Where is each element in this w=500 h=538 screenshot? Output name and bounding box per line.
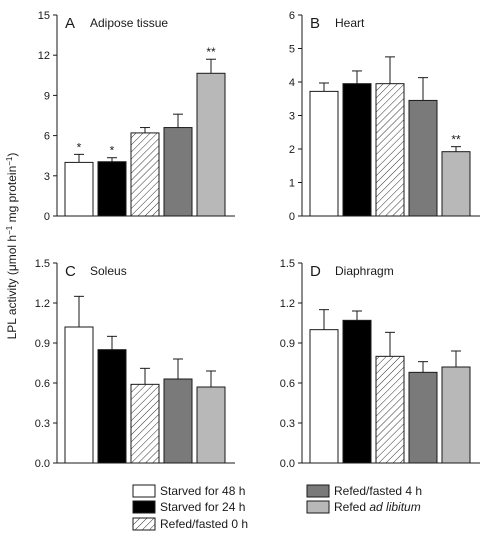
bar: [309, 90, 339, 217]
y-tick-label: 1.2: [280, 298, 295, 310]
significance-marker: *: [77, 140, 82, 154]
significance-marker: *: [110, 144, 115, 158]
legend-label: Starved for 24 h: [160, 500, 245, 514]
significance-marker: **: [451, 133, 461, 147]
panel-title: Soleus: [90, 264, 127, 278]
panel-c: 0.0 0.3 0.6 0.9 1.2 1.5 C Soleus: [35, 258, 235, 470]
legend-swatch: [306, 484, 330, 498]
panel-d: 0.0 0.3 0.6 0.9 1.2 1.5 D Diaphragm: [280, 258, 480, 470]
bar: [342, 83, 372, 217]
panel-title: Adipose tissue: [90, 16, 168, 30]
y-axis-label-sup2: −1: [5, 156, 14, 166]
bar: [64, 161, 94, 217]
y-tick-label: 3: [44, 171, 50, 183]
panel-title: Heart: [335, 16, 365, 30]
legend-swatch: [306, 500, 330, 514]
legend-swatch: [132, 517, 156, 531]
y-tick-label: 3: [289, 111, 295, 123]
y-tick-label: 1.2: [35, 298, 50, 310]
y-tick-label: 0: [289, 211, 295, 223]
legend-label: Starved for 48 h: [160, 484, 245, 498]
bar: [375, 83, 405, 217]
y-tick-label: 6: [289, 10, 295, 22]
y-tick-label: 15: [38, 10, 50, 22]
bar: [441, 366, 471, 464]
y-tick-label: 1.5: [35, 258, 50, 270]
bar: [130, 383, 160, 464]
y-axis-label-suffix: ): [5, 153, 19, 157]
bar: [196, 72, 226, 217]
bar: [64, 326, 94, 464]
bar: [163, 127, 193, 217]
y-tick-label: 12: [38, 50, 50, 62]
bar: [97, 349, 127, 464]
y-tick-label: 9: [44, 90, 50, 102]
y-tick-label: 0.3: [280, 418, 295, 430]
panel-letter: D: [310, 263, 321, 280]
bar: [408, 371, 438, 464]
bar: [196, 386, 226, 464]
y-tick-label: 0.3: [35, 418, 50, 430]
bar: [97, 161, 127, 217]
legend-item: Refed/fasted 0 h: [132, 517, 248, 531]
y-axis-label-prefix: LPL activity (μmol h: [5, 235, 19, 340]
bar: [441, 151, 471, 217]
y-tick-label: 6: [44, 131, 50, 143]
y-tick-label: 0.6: [280, 378, 295, 390]
panel-letter: C: [65, 263, 76, 280]
legend-item: Refed ad libitum: [306, 500, 421, 514]
bar: [342, 319, 372, 464]
bar: [130, 132, 160, 217]
y-tick-label: 0.9: [35, 338, 50, 350]
legend-item: Refed/fasted 4 h: [306, 484, 422, 498]
y-tick-label: 0.0: [280, 458, 295, 470]
y-tick-label: 0.9: [280, 338, 295, 350]
panel-b: 0 1 2 3 4 5 6 B Heart **: [289, 10, 480, 223]
legend-label: Refed ad libitum: [334, 500, 421, 514]
legend-label: Refed/fasted 4 h: [334, 484, 422, 498]
y-axis-label: LPL activity (μmol h−1 mg protein−1): [5, 153, 20, 340]
legend-swatch: [132, 484, 156, 498]
y-axis-label-sup1: −1: [5, 225, 14, 235]
legend-swatch: [132, 500, 156, 514]
bar: [163, 378, 193, 464]
legend-item: Starved for 24 h: [132, 500, 245, 514]
y-axis-label-middle: mg protein: [5, 166, 19, 226]
y-tick-label: 1.5: [280, 258, 295, 270]
y-tick-label: 5: [289, 44, 295, 56]
bar: [309, 329, 339, 464]
significance-marker: **: [206, 45, 216, 59]
y-tick-label: 1: [289, 178, 295, 190]
y-tick-label: 2: [289, 144, 295, 156]
panel-title: Diaphragm: [335, 264, 394, 278]
y-tick-label: 4: [289, 77, 295, 89]
legend-item: Starved for 48 h: [132, 484, 245, 498]
legend: Starved for 48 h Starved for 24 h Refed/fa…: [132, 484, 422, 531]
y-tick-label: 0.0: [35, 458, 50, 470]
panel-letter: A: [65, 15, 75, 32]
panel-letter: B: [310, 15, 320, 32]
y-tick-label: 0.6: [35, 378, 50, 390]
y-tick-label: 0: [44, 211, 50, 223]
bar: [375, 355, 405, 464]
legend-label: Refed/fasted 0 h: [160, 517, 248, 531]
bar: [408, 99, 438, 217]
